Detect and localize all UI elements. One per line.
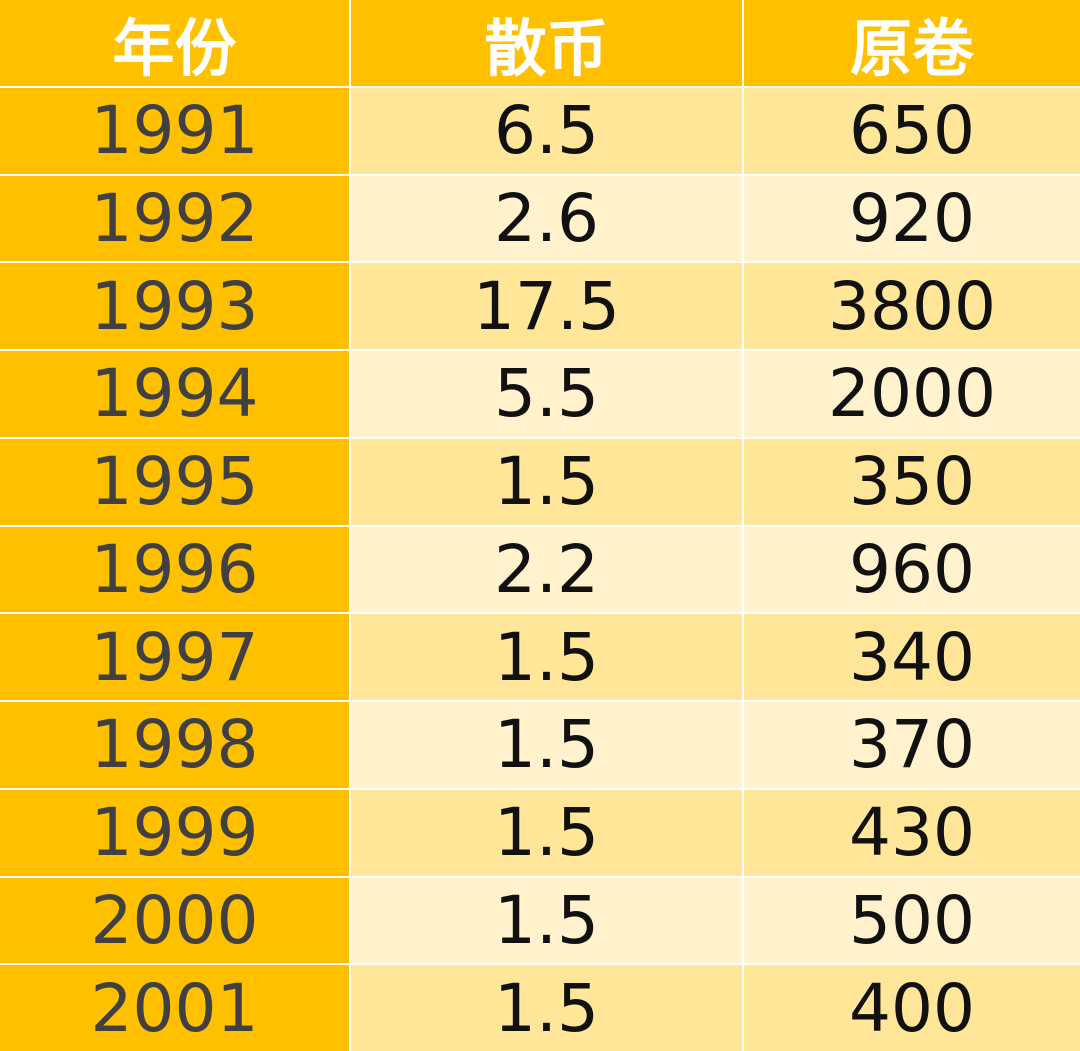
year-cell: 2001 — [0, 965, 349, 1051]
year-cell: 1995 — [0, 438, 349, 525]
year-cell: 1999 — [0, 789, 349, 876]
header-cell: 年份 — [0, 0, 349, 86]
value-cell: 2.6 — [351, 175, 742, 262]
year-cell: 1992 — [0, 175, 349, 262]
value-cell: 430 — [744, 789, 1080, 876]
value-cell: 960 — [744, 526, 1080, 613]
year-cell: 1996 — [0, 526, 349, 613]
year-cell: 1993 — [0, 263, 349, 349]
value-cell: 500 — [744, 877, 1080, 964]
value-cell: 1.5 — [351, 702, 742, 788]
value-cell: 1.5 — [351, 789, 742, 876]
value-cell: 340 — [744, 614, 1080, 700]
year-cell: 1998 — [0, 702, 349, 788]
value-cell: 6.5 — [351, 87, 742, 174]
value-cell: 2.2 — [351, 526, 742, 613]
header-cell: 原卷 — [744, 0, 1080, 86]
year-cell: 1994 — [0, 351, 349, 437]
value-cell: 5.5 — [351, 351, 742, 437]
value-cell: 1.5 — [351, 438, 742, 525]
value-cell: 17.5 — [351, 263, 742, 349]
year-cell: 2000 — [0, 877, 349, 964]
header-cell: 散币 — [351, 0, 742, 86]
value-cell: 400 — [744, 965, 1080, 1051]
year-cell: 1997 — [0, 614, 349, 700]
value-cell: 920 — [744, 175, 1080, 262]
value-cell: 1.5 — [351, 965, 742, 1051]
value-cell: 350 — [744, 438, 1080, 525]
value-cell: 2000 — [744, 351, 1080, 437]
value-cell: 1.5 — [351, 614, 742, 700]
value-cell: 3800 — [744, 263, 1080, 349]
value-cell: 1.5 — [351, 877, 742, 964]
value-cell: 650 — [744, 87, 1080, 174]
value-cell: 370 — [744, 702, 1080, 788]
year-cell: 1991 — [0, 87, 349, 174]
